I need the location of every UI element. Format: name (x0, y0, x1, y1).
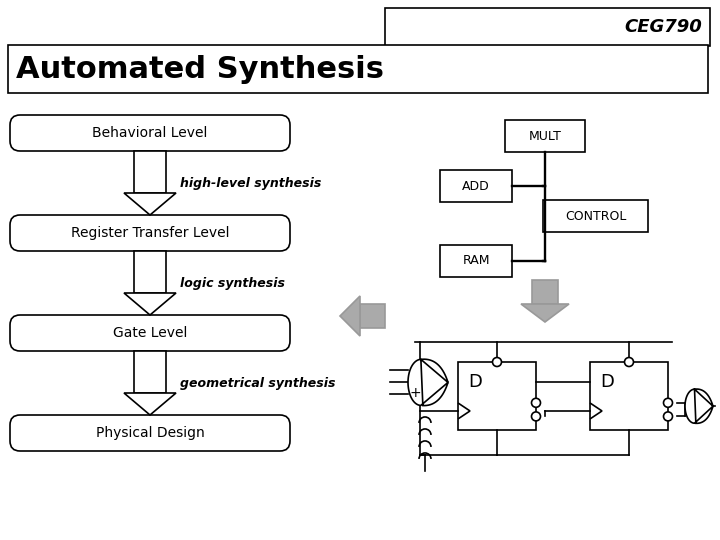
Bar (385, 8, 710, 46)
Bar (440, 245, 512, 277)
Text: Automated Synthesis: Automated Synthesis (16, 55, 384, 84)
Circle shape (531, 399, 541, 407)
Text: Gate Level: Gate Level (113, 326, 187, 340)
Text: high-level synthesis: high-level synthesis (180, 177, 321, 190)
Text: MULT: MULT (528, 130, 562, 143)
Polygon shape (360, 304, 385, 328)
FancyBboxPatch shape (10, 415, 290, 451)
Polygon shape (134, 351, 166, 393)
Text: logic synthesis: logic synthesis (180, 276, 285, 289)
Polygon shape (134, 151, 166, 193)
FancyBboxPatch shape (10, 315, 290, 351)
Text: geometrical synthesis: geometrical synthesis (180, 376, 336, 389)
Bar (505, 120, 585, 152)
Circle shape (664, 399, 672, 407)
Text: CEG790: CEG790 (624, 18, 702, 36)
Polygon shape (340, 296, 360, 336)
Polygon shape (124, 393, 176, 415)
Text: D: D (468, 373, 482, 392)
Text: +: + (409, 386, 420, 400)
Polygon shape (685, 389, 713, 423)
Text: Register Transfer Level: Register Transfer Level (71, 226, 229, 240)
Polygon shape (521, 304, 569, 322)
Bar (543, 200, 648, 232)
FancyBboxPatch shape (10, 215, 290, 251)
Polygon shape (408, 359, 448, 406)
Bar (440, 170, 512, 202)
Circle shape (664, 412, 672, 421)
Polygon shape (124, 193, 176, 215)
Text: Physical Design: Physical Design (96, 426, 204, 440)
Circle shape (624, 357, 634, 367)
Polygon shape (134, 251, 166, 293)
Text: Behavioral Level: Behavioral Level (92, 126, 207, 140)
Bar (8, 45, 708, 93)
Text: D: D (600, 373, 614, 392)
Polygon shape (124, 293, 176, 315)
Circle shape (531, 412, 541, 421)
Bar (458, 362, 536, 430)
Polygon shape (532, 280, 558, 304)
Text: RAM: RAM (462, 254, 490, 267)
Text: ADD: ADD (462, 179, 490, 192)
Text: CONTROL: CONTROL (564, 210, 626, 222)
Bar (590, 362, 668, 430)
Circle shape (492, 357, 502, 367)
FancyBboxPatch shape (10, 115, 290, 151)
